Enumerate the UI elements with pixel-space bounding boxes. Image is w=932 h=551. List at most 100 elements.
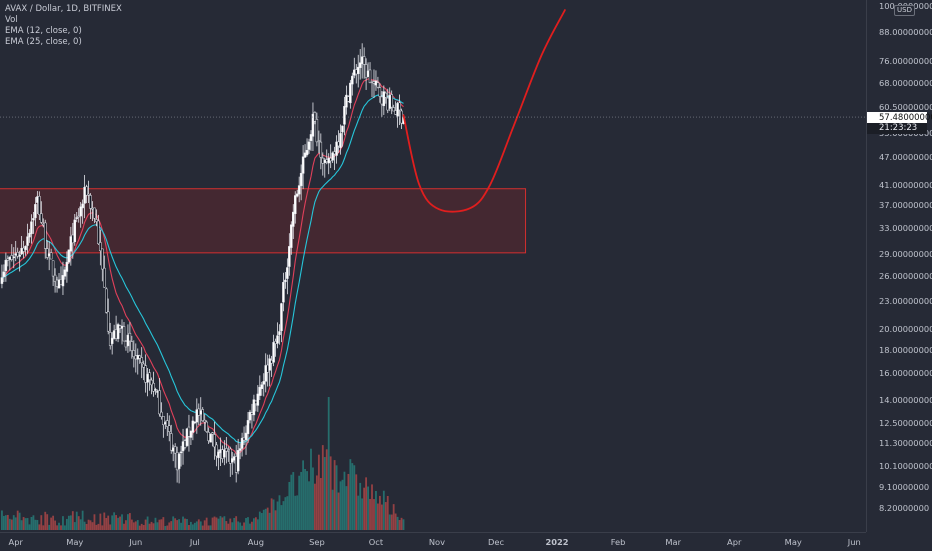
candle-body [339, 133, 342, 148]
candle-body [321, 157, 325, 164]
volume-bar [40, 515, 43, 530]
candle-body [73, 219, 77, 243]
candle [79, 202, 82, 228]
support-zone-rect [0, 188, 527, 254]
candles [0, 43, 405, 484]
candle [108, 322, 112, 350]
candle-body [8, 256, 12, 260]
candle [89, 193, 92, 220]
candle-body [187, 426, 191, 437]
candle [276, 322, 279, 349]
volume-bar [97, 523, 100, 530]
candle [140, 347, 143, 379]
volume-bar [278, 495, 281, 530]
legend-symbol[interactable]: AVAX / Dollar, 1D, BITFINEX [5, 4, 122, 14]
volume-bar [329, 456, 332, 530]
candle-body [4, 259, 8, 272]
candle [236, 438, 240, 475]
candle [353, 57, 356, 79]
price-tick-label: 12.50000000 [879, 417, 932, 428]
candle [183, 438, 187, 450]
candle-body [99, 242, 102, 251]
candle-body [126, 334, 130, 347]
candle-body [242, 437, 246, 441]
volume-bar [99, 513, 102, 530]
candle-body [378, 87, 382, 97]
volume-bar [235, 516, 238, 530]
candle-body [347, 96, 350, 102]
candle [376, 76, 380, 89]
candle [258, 375, 262, 400]
time-tick-label: Feb [610, 537, 626, 547]
price-tick-label: 26.00000000 [879, 271, 932, 282]
candle-body [106, 311, 110, 332]
price-axis[interactable]: 100.0000000088.0000000076.0000000068.000… [866, 0, 932, 532]
volume-bar [217, 518, 220, 530]
currency-badge: USD [894, 5, 915, 16]
candle [290, 221, 293, 255]
candle [53, 268, 57, 293]
volume-bar [215, 517, 218, 530]
volume-bar [127, 514, 129, 530]
legend-ema-fast[interactable]: EMA (12, close, 0) [5, 26, 82, 36]
candle-body [388, 95, 391, 109]
chart-canvas[interactable] [0, 0, 866, 532]
volume-bar [375, 490, 377, 530]
candle [307, 138, 311, 154]
candle [292, 204, 295, 240]
candle [162, 415, 165, 438]
candle-body [390, 94, 393, 108]
candle-body [114, 329, 118, 339]
candle-body [301, 156, 305, 174]
candle [264, 353, 267, 393]
volume-bar [148, 523, 151, 530]
candle-body [219, 449, 222, 454]
candle-body [305, 149, 309, 156]
candle-body [309, 134, 313, 142]
candle-body [236, 450, 240, 472]
candle [0, 264, 4, 289]
volume-bar [284, 497, 287, 530]
volume-bar [245, 518, 247, 530]
candle-body [34, 204, 37, 219]
candle [217, 449, 220, 470]
volume-bar [113, 512, 116, 530]
candle-body [276, 335, 279, 344]
volume-bar [254, 517, 257, 530]
candle [103, 255, 106, 288]
legend-ema-slow[interactable]: EMA (25, close, 0) [5, 37, 82, 47]
candle-body [158, 390, 161, 415]
candle-body [264, 365, 267, 382]
candle [372, 69, 376, 98]
volume-bar [142, 525, 145, 530]
candle-body [51, 260, 55, 277]
volume-bar [38, 524, 41, 530]
legend-volume[interactable]: Vol [5, 15, 18, 25]
volume-bar [79, 519, 82, 530]
candle [201, 407, 204, 422]
candle-body [55, 279, 59, 287]
candle-body [272, 342, 275, 363]
volume-bar [384, 502, 387, 530]
candle [301, 145, 305, 190]
candle-body [392, 107, 395, 112]
volume-bar [203, 520, 206, 530]
candle [240, 432, 244, 457]
volume-bar [288, 481, 291, 530]
time-tick-label: May [66, 537, 84, 547]
candle [65, 251, 69, 283]
candle-body [179, 451, 183, 454]
volume-bar [77, 516, 80, 530]
candle [396, 101, 399, 128]
projection-curve [402, 9, 566, 213]
candle [114, 315, 118, 342]
candle [272, 334, 275, 367]
volume-bar [12, 515, 15, 530]
time-tick-label: Apr [8, 537, 23, 547]
candle-body [30, 221, 33, 235]
candle-body [337, 141, 340, 147]
volume-bar [195, 521, 198, 530]
time-axis[interactable]: Apr May Jun Jul Aug Sep Oct Nov Dec 2022 Feb Mar Apr… [0, 532, 866, 551]
candle-body [169, 433, 173, 451]
candle-body [290, 224, 293, 248]
